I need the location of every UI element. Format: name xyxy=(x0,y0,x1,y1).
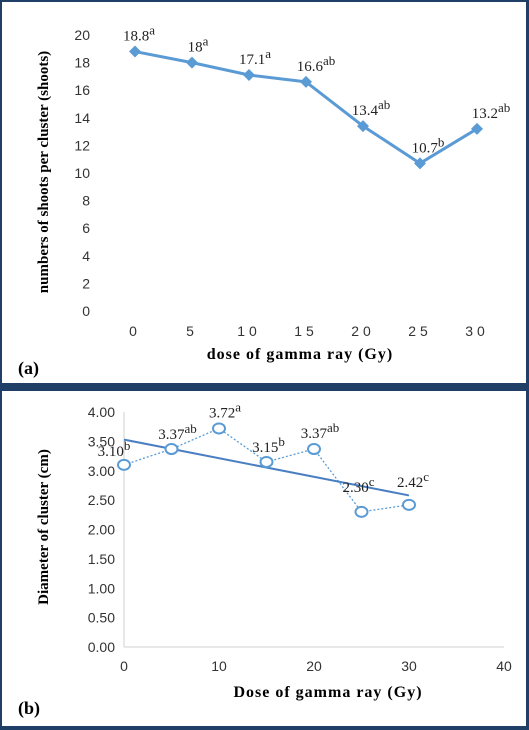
chart-a-y-tick-label: 2 xyxy=(82,275,90,291)
chart-a-data-label: 16.6ab xyxy=(297,53,336,75)
chart-b-y-tick-label: 1.00 xyxy=(88,580,115,596)
chart-b-x-tick-label: 40 xyxy=(496,658,512,674)
chart-b-y-axis-label: Diameter of cluster (cm) xyxy=(36,449,52,605)
chart-b-data-label: 2.30c xyxy=(342,474,374,496)
chart-a-y-tick-label: 8 xyxy=(82,193,90,209)
chart-a-y-tick-label: 20 xyxy=(74,27,90,43)
chart-a-data-point xyxy=(243,69,255,82)
chart-b-data-label: 3.72a xyxy=(209,399,241,421)
chart-a-y-tick-label: 10 xyxy=(74,165,90,181)
chart-b-svg: 0.00 0.50 1.00 1.50 2.00 2.50 3.00 3.50 4.00 0 10… xyxy=(18,399,512,719)
chart-a-data-point xyxy=(471,122,483,135)
chart-b-x-axis-label: Dose of gamma ray (Gy) xyxy=(233,684,422,701)
chart-b-y-tick-label: 2.50 xyxy=(88,492,115,508)
chart-b-panel-label: (b) xyxy=(18,698,40,719)
chart-b-data-point xyxy=(164,443,179,456)
chart-a-y-tick-label: 4 xyxy=(82,248,90,264)
chart-a-y-tick-label: 16 xyxy=(74,82,90,98)
chart-a-data-label: 17.1a xyxy=(239,46,271,68)
chart-a-y-tick-label: 0 xyxy=(82,303,90,319)
chart-b-data-label: 3.37ab xyxy=(158,421,197,443)
chart-b-data-label: 2.42c xyxy=(397,469,429,491)
chart-a-data-label: 13.2ab xyxy=(472,100,511,122)
chart-b-x-tick-label: 20 xyxy=(306,658,322,674)
chart-a-svg: 0 2 4 6 8 10 12 14 16 18 20 0 5 10 15 20 25 30 18.8a 18a 1… xyxy=(18,23,511,379)
chart-a-y-tick-label: 12 xyxy=(74,137,90,153)
chart-a-data-point xyxy=(414,157,426,170)
chart-a-panel-label: (a) xyxy=(18,358,39,379)
chart-b-x-tick-label: 0 xyxy=(120,658,128,674)
chart-b-y-tick-label: 3.50 xyxy=(88,433,115,449)
chart-b-y-tick-label: 4.00 xyxy=(88,404,115,420)
chart-a-y-tick-label: 14 xyxy=(74,110,90,126)
chart-b-y-tick-label: 3.00 xyxy=(88,463,115,479)
chart-b-data-label: 3.10b xyxy=(98,438,131,460)
chart-panel-b: 0.00 0.50 1.00 1.50 2.00 2.50 3.00 3.50 4.00 0 10… xyxy=(2,391,526,726)
chart-b-y-tick-label: 2.00 xyxy=(88,522,115,538)
chart-a-x-tick-label: 15 xyxy=(294,323,318,339)
chart-b-data-point xyxy=(354,505,369,518)
chart-a-x-tick-label: 0 xyxy=(129,323,141,339)
chart-b-y-tick-label: 0.00 xyxy=(88,639,115,655)
chart-b-y-tick-label: 0.50 xyxy=(88,610,115,626)
chart-a-x-tick-label: 30 xyxy=(465,323,489,339)
chart-b-x-tick-label: 30 xyxy=(401,658,417,674)
chart-a-data-label: 13.4ab xyxy=(352,97,391,119)
chart-b-data-point xyxy=(402,498,416,511)
chart-a-data-label: 18.8a xyxy=(123,23,155,45)
chart-b-data-label: 3.15b xyxy=(252,434,285,456)
chart-b-data-point xyxy=(259,455,274,468)
chart-b-data-point xyxy=(307,443,321,456)
chart-a-x-tick-label: 5 xyxy=(186,323,198,339)
chart-a-data-label: 10.7b xyxy=(412,134,445,156)
chart-a-y-tick-label: 6 xyxy=(82,220,90,236)
chart-a-data-point xyxy=(357,120,369,133)
chart-a-data-point xyxy=(300,75,312,88)
chart-a-x-axis-label: dose of gamma ray (Gy) xyxy=(207,346,393,363)
chart-a-x-tick-label: 10 xyxy=(237,323,261,339)
chart-panel-a: 0 2 4 6 8 10 12 14 16 18 20 0 5 10 15 20 25 30 18.8a 18a 1… xyxy=(2,2,526,383)
chart-a-data-point xyxy=(186,56,198,69)
chart-a-x-tick-label: 20 xyxy=(351,323,375,339)
chart-b-data-label: 3.37ab xyxy=(301,420,340,442)
chart-b-data-point xyxy=(117,458,131,471)
chart-a-y-tick-label: 18 xyxy=(74,55,90,71)
chart-b-x-tick-label: 10 xyxy=(211,658,227,674)
chart-a-y-axis-label: numbers of shoots per cluster (shoots) xyxy=(36,51,52,293)
chart-b-data-point xyxy=(212,422,226,435)
chart-a-data-label: 18a xyxy=(188,34,209,56)
chart-a-x-tick-label: 25 xyxy=(408,323,432,339)
chart-a-data-point xyxy=(129,45,141,58)
chart-b-y-tick-label: 1.50 xyxy=(88,551,115,567)
